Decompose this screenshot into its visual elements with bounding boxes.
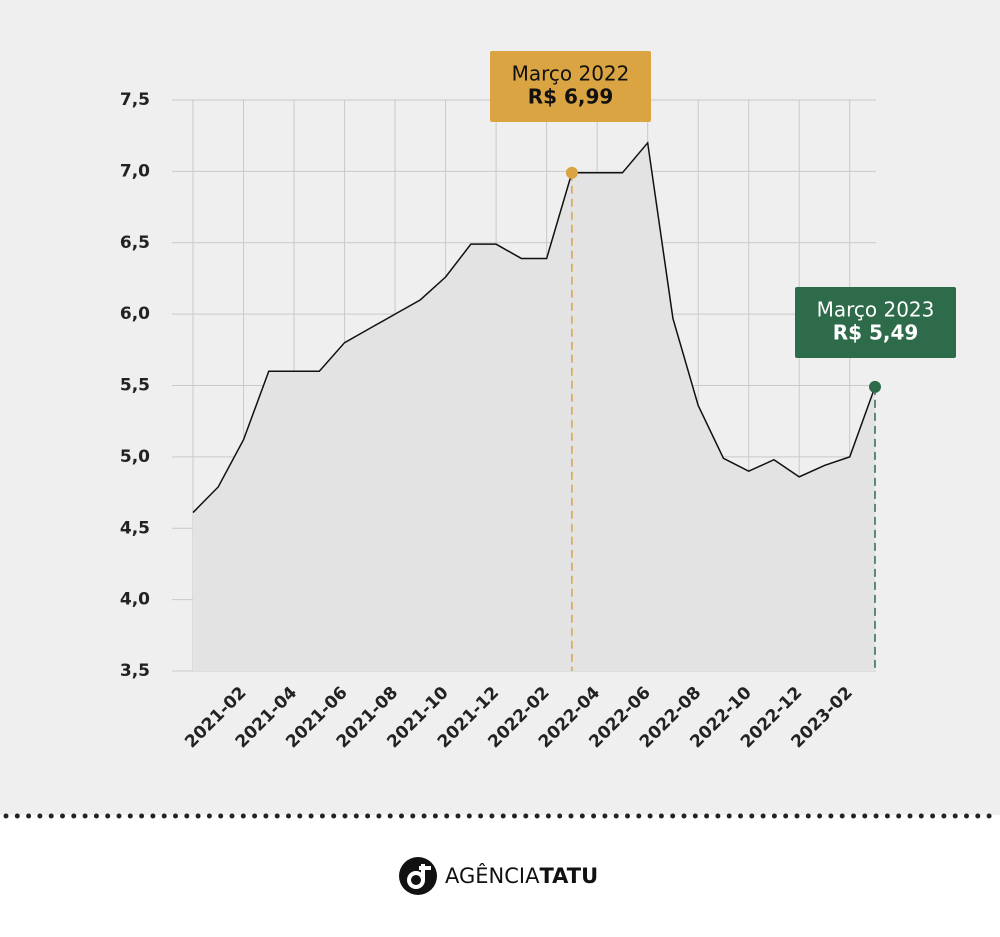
y-tick-label: 6,0: [120, 304, 150, 324]
annotation-value: R$ 5,49: [833, 321, 919, 345]
annotation-box: [795, 287, 956, 358]
annotation-title: Março 2022: [512, 62, 630, 86]
logo-icon: [399, 857, 437, 895]
highlight-point: [565, 166, 578, 179]
line: [192, 141, 876, 514]
area: [193, 142, 875, 671]
y-tick-label: 3,5: [120, 661, 150, 681]
logo-icon-detail: [419, 864, 431, 880]
annotation-title: Março 2023: [817, 298, 935, 322]
y-tick-label: 4,0: [120, 590, 150, 610]
y-tick-label: 5,0: [120, 447, 150, 467]
logo: AGÊNCIATATU: [399, 857, 598, 895]
brand: AGÊNCIATATU: [445, 863, 598, 888]
brand-light: AGÊNCIA: [445, 863, 540, 888]
y-tick-label: 7,0: [120, 161, 150, 181]
brand-bold: TATU: [539, 864, 598, 888]
y-tick-label: 5,5: [120, 376, 150, 396]
y-tick-label: 4,5: [120, 518, 150, 538]
highlight-point: [869, 380, 881, 393]
y-tick-label: 6,5: [120, 233, 150, 253]
footer-background: [0, 815, 1000, 937]
annotation-value: R$ 6,99: [528, 85, 614, 109]
annotation-box: [490, 51, 651, 122]
y-tick-label: 7,5: [120, 90, 150, 110]
